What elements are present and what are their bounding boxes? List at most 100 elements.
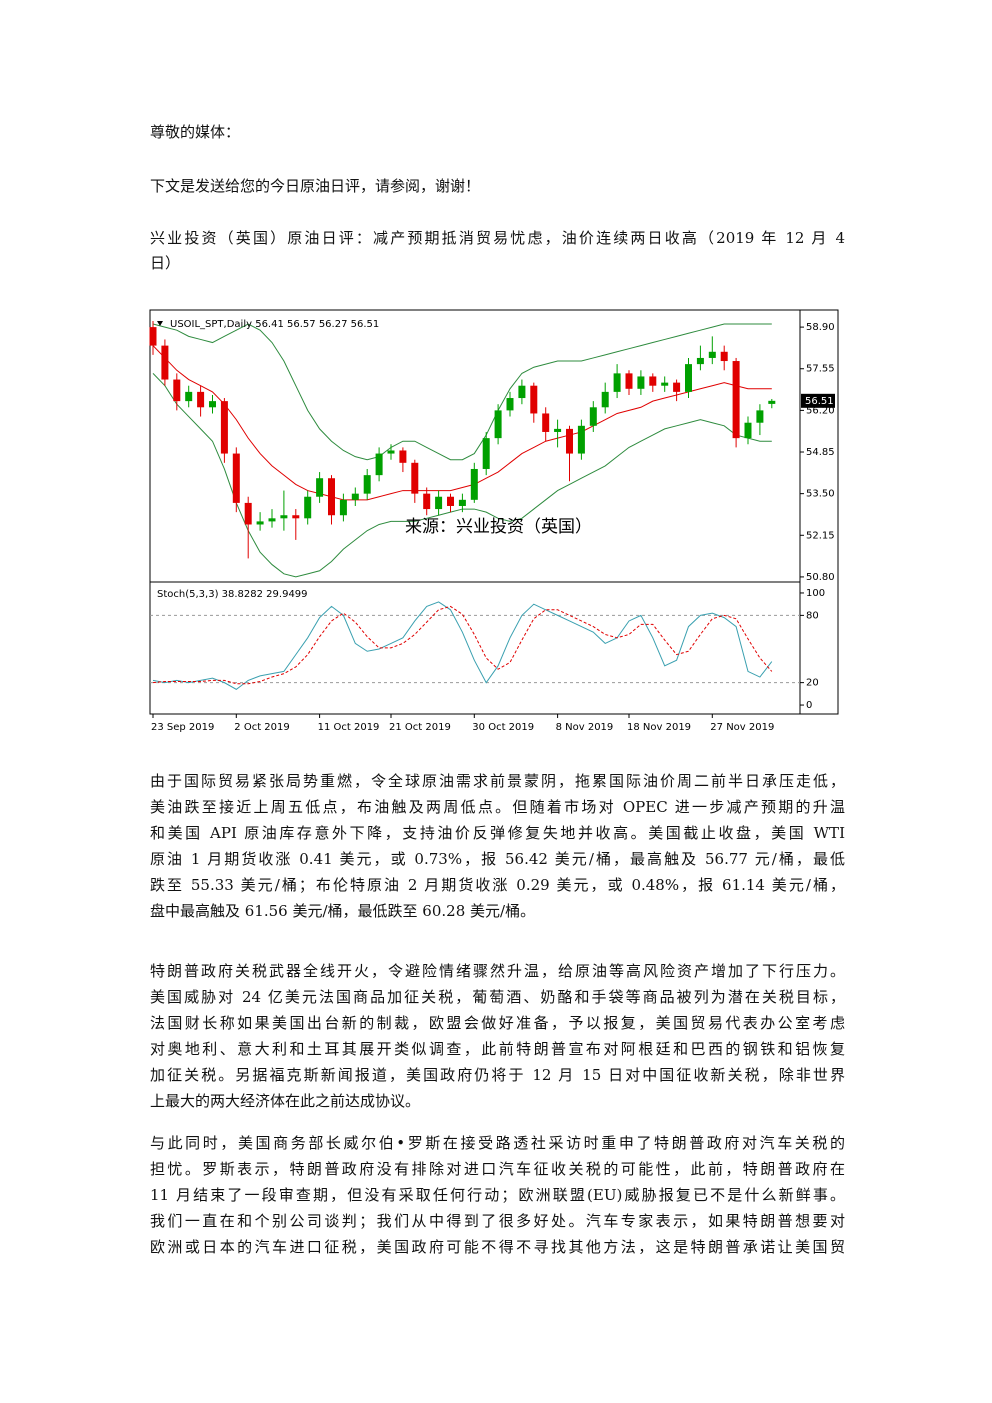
candle-body [173,379,181,402]
candle-body [339,499,347,516]
candle-body [185,391,193,402]
candle-body [685,364,692,392]
text-line: 尊敬的媒体： [150,123,241,141]
candle-body [566,428,573,454]
text-line: 法国财长称如果美国出台新的制裁，欧盟会做好准备，予以报复，美国贸易代表办公室考虑 [150,1014,845,1032]
candle-body [482,438,490,469]
text-line: 欧洲或日本的汽车进口征税，美国政府可能不得不寻找其他方法，这是特朗普承诺让美国贸 [150,1238,845,1256]
stoch-line [152,601,773,690]
x-tick-label: 8 Nov 2019 [556,722,614,733]
candle-body [494,410,502,439]
candle-body [447,496,454,506]
header-arrow [157,321,163,326]
candle-body [304,496,312,519]
text-line: 美国威胁对 24 亿美元法国商品加征关税，葡萄酒、奶酪和手袋等商品被列为潜在关税… [150,988,845,1006]
text-line: 与此同时，美国商务部长威尔伯•罗斯在接受路透社采访时重申了特朗普政府对汽车关税的 [150,1134,845,1152]
candle-body [696,357,704,365]
text-line: 特朗普政府关税武器全线开火，令避险情绪骤然升温，给原油等高风险资产增加了下行压力… [150,962,845,980]
candle-body [292,515,300,519]
chart-header: USOIL_SPT,Daily 56.41 56.57 56.27 56.51 [170,319,379,330]
candle-body [589,407,597,426]
x-tick-label: 30 Oct 2019 [472,722,534,733]
candle-body [554,428,562,432]
candle-body [268,518,276,522]
candle-body [220,401,228,454]
candle-body [506,398,514,411]
chart-frame [149,309,839,715]
candle-body [209,401,216,408]
y-tick-label: 50.80 [806,572,835,583]
candle-body [244,502,252,525]
text-line: 日） [150,254,181,272]
candle-body [470,468,478,500]
candle-body [161,345,169,380]
candle-body [625,373,633,389]
candle-body [458,499,466,506]
candle-body [328,478,335,516]
candle-body [708,351,716,358]
text-line: 我们一直在和个别公司谈判；我们从中得到了很多好处。汽车专家表示，如果特朗普想要对 [150,1212,845,1230]
candle-body [149,327,157,346]
text-line: 原油 1 月期货收涨 0.41 美元，或 0.73%，报 56.42 美元/桶，… [150,850,845,868]
candle-body [280,515,288,519]
y-tick-label: 54.85 [806,447,835,458]
candle-body [530,385,538,414]
candle-body [399,450,407,463]
x-tick-label: 27 Nov 2019 [710,722,774,733]
candle-body [661,382,669,386]
candle-body [601,391,609,408]
text-line: 担忧。罗斯表示，特朗普政府没有排除对进口汽车征收关税的可能性，此前，特朗普政府在 [150,1160,845,1178]
price-tag-label: 56.51 [805,396,834,407]
y-tick-label: 100 [806,588,825,599]
stoch-header: Stoch(5,3,3) 38.8282 29.9499 [157,589,308,600]
candle-body [411,462,419,494]
candle-body [768,400,776,404]
y-tick-label: 58.90 [806,322,835,333]
candle-body [232,453,240,503]
candle-body [351,493,359,500]
candle-body [423,493,431,510]
candle-body [256,521,264,525]
text-line: 跌至 55.33 美元/桶；布伦特原油 2 月期货收涨 0.29 美元，或 0.… [150,876,845,894]
y-tick-label: 80 [806,610,819,621]
candle-body [613,373,621,392]
text-line: 下文是发送给您的今日原油日评，请参阅，谢谢！ [150,177,481,195]
candle-body [197,391,205,408]
candle-body [577,425,585,454]
x-tick-label: 21 Oct 2019 [389,722,451,733]
candle-body [435,496,443,510]
text-line: 美油跌至接近上周五低点，布油触及两周低点。但随着市场对 OPEC 进一步减产预期… [150,798,845,816]
candle-body [649,376,657,386]
candle-body [637,376,645,389]
y-tick-label: 57.55 [806,364,835,375]
y-tick-label: 0 [806,700,812,711]
candle-body [542,413,550,432]
price-tag [801,393,835,408]
candle-body [387,450,395,454]
text-line: 盘中最高触及 61.56 美元/桶，最低跌至 60.28 美元/桶。 [150,902,536,920]
text-line: 兴业投资（英国）原油日评：减产预期抵消贸易忧虑，油价连续两日收高（2019 年 … [150,229,845,247]
candle-body [316,478,324,497]
candle-body [744,422,752,439]
text-line: 上最大的两大经济体在此之前达成协议。 [150,1092,421,1110]
indicator-line [152,323,772,461]
candle-body [363,475,371,494]
text-line: 加征关税。另据福克斯新闻报道，美国政府仍将于 12 月 15 日对中国征收新关税… [150,1066,846,1084]
x-tick-label: 11 Oct 2019 [318,722,380,733]
text-line: 由于国际贸易紧张局势重燃，令全球原油需求前景蒙阴，拖累国际油价周二前半日承压走低… [150,772,845,790]
candle-body [720,351,728,362]
y-tick-label: 56.20 [806,405,835,416]
y-tick-label: 52.15 [806,530,835,541]
candle-body [518,385,526,399]
indicator-line [152,345,772,501]
y-tick-label: 20 [806,678,819,689]
text-line: 和美国 API 原油库存意外下降，支持油价反弹修复失地并收高。美国截止收盘，美国… [150,824,845,842]
x-tick-label: 18 Nov 2019 [627,722,691,733]
candle-body [732,361,740,439]
candle-body [673,382,681,392]
text-line: 11 月结束了一段审查期，但没有采取任何行动；欧洲联盟(EU)威胁报复已不是什么… [150,1186,845,1204]
candle-body [375,453,383,476]
text-line: 对奥地利、意大利和土耳其展开类似调查，此前特朗普宣布对阿根廷和巴西的钢铁和铝恢复 [150,1040,845,1058]
